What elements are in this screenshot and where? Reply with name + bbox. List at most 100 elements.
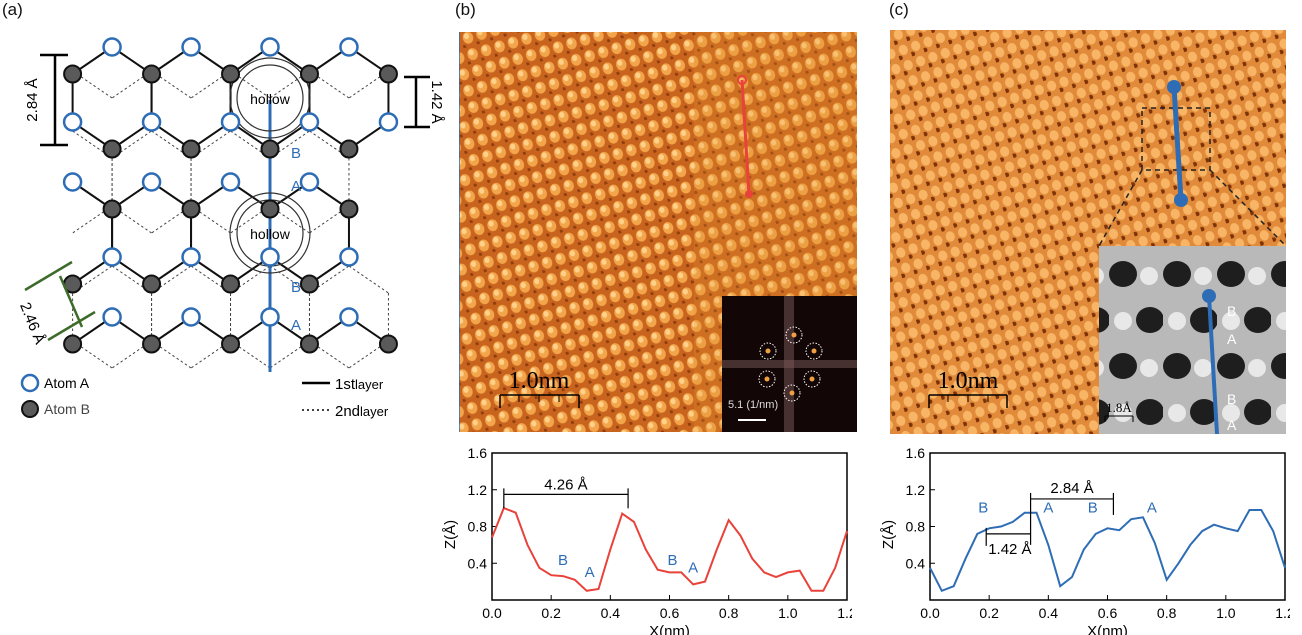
site-label-a: A	[291, 317, 301, 334]
dimension-142: 1.42 Å	[404, 75, 445, 129]
site-annotation: B	[667, 552, 677, 569]
atom-a	[181, 247, 201, 267]
stm-image-c: 1.8Å B A B A 1.0nm	[890, 30, 1286, 434]
scalebar-c-label: 1.0nm	[938, 368, 999, 394]
inset-site-label: A	[1227, 417, 1237, 433]
hollow-label: hollow	[250, 226, 291, 242]
atom-b	[221, 274, 241, 294]
atom-a	[339, 37, 359, 57]
svg-text:1stlayer: 1stlayer	[335, 376, 384, 393]
second-layer-bond	[348, 265, 389, 294]
atom-a	[181, 37, 201, 57]
atom-b-icon	[21, 400, 39, 418]
panel-label-b: (b)	[455, 0, 476, 19]
atom-b	[299, 64, 319, 84]
atom-a	[339, 247, 359, 267]
atom-a	[378, 112, 399, 132]
zoom-inset: 1.8Å B A B A	[1099, 246, 1286, 434]
y-tick-label: 0.4	[906, 555, 926, 571]
x-tick-label: 0.6	[660, 605, 680, 621]
x-axis-label: X(nm)	[649, 623, 690, 635]
atom-b	[299, 274, 319, 294]
atom-b	[102, 199, 122, 219]
atom-b	[221, 334, 241, 354]
atom-b	[142, 274, 162, 294]
hollow-label: hollow	[250, 91, 291, 107]
selection-box	[1141, 107, 1211, 171]
plot-frame	[929, 452, 1286, 601]
x-tick-label: 1.0	[1216, 605, 1236, 621]
site-annotation: A	[1043, 500, 1053, 517]
hollow-ring-inner	[236, 64, 304, 132]
legend-atom-a: Atom A	[44, 375, 90, 391]
site-label-b: B	[291, 279, 301, 296]
x-tick-label: 0.4	[1039, 605, 1059, 621]
atoms	[62, 37, 399, 354]
atom-a	[339, 307, 359, 327]
height-profile-chart-c: 0.0 0.2 0.4 0.6 0.8 1.0 1.2 0.4 0.8 1.2 1.6 X(nm) Z(…	[880, 445, 1290, 635]
site-label-b: B	[291, 145, 301, 162]
inset-scalebar: 1.8Å	[1104, 400, 1134, 422]
y-tick-label: 1.6	[906, 445, 926, 461]
bracket-top-label: 2.84 Å	[1050, 480, 1093, 497]
y-tick-label: 1.6	[468, 445, 488, 461]
scalebar-c: 1.0nm	[928, 368, 1008, 408]
atom-b	[181, 199, 201, 219]
stm-image-b: 1.0nm 5.1 (1/nm)	[459, 32, 857, 432]
site-annotation: A	[585, 564, 595, 581]
atom-b	[181, 139, 201, 159]
x-tick-label: 1.2	[1275, 605, 1290, 621]
legend-layer2-main: 2nd	[335, 403, 360, 420]
y-axis-label: Z(Å)	[442, 520, 459, 549]
lattice-legend: Atom A Atom B 1stlayer 2ndlayer	[20, 373, 389, 420]
graphite-lattice-diagram: hollow hollow B A B A 2.84 Å 1.42 Å 2.46…	[16, 37, 445, 420]
inset-site-label: A	[1227, 331, 1237, 347]
atom-a	[141, 112, 162, 132]
y-tick-label: 0.4	[468, 555, 488, 571]
dimension-246-label: 2.46 Å	[16, 300, 48, 347]
atom-b	[63, 64, 83, 84]
x-axis-label: X(nm)	[1087, 623, 1128, 635]
x-tick-label: 0.2	[541, 605, 561, 621]
atom-a	[260, 247, 280, 267]
hollow-ring-outer	[229, 57, 311, 139]
second-layer-bonds	[72, 70, 389, 369]
profile-line-end-marker	[745, 190, 753, 198]
scalebar-b: 1.0nm	[499, 368, 580, 408]
atom-a	[220, 112, 241, 132]
inset-scalebar-label: 1.8Å	[1106, 400, 1132, 415]
svg-text:2ndlayer: 2ndlayer	[335, 403, 389, 420]
profile-line-end-marker	[1174, 193, 1188, 207]
dimension-284: 2.84 Å	[24, 53, 68, 147]
atom-b	[339, 199, 359, 219]
atom-b	[260, 139, 280, 159]
y-tick-label: 0.8	[468, 519, 488, 535]
atom-b	[378, 64, 398, 84]
y-tick-label: 0.8	[906, 519, 926, 535]
profile-line-start-marker	[1167, 80, 1181, 94]
hollow-ring-outer	[229, 192, 311, 274]
atom-a	[181, 307, 201, 327]
inset-profile-line	[1207, 295, 1219, 434]
bracket-bottom-label: 1.42 Å	[988, 541, 1031, 558]
panel-label-c: (c)	[889, 0, 909, 19]
y-tick-label: 1.2	[468, 482, 488, 498]
panel-label-a: (a)	[2, 0, 23, 19]
profile-series-line	[929, 509, 1286, 593]
atom-b	[339, 139, 359, 159]
atom-b	[221, 64, 241, 84]
atom-a	[62, 172, 83, 192]
inset-site-label: B	[1227, 303, 1236, 319]
x-tick-label: 0.6	[1098, 605, 1118, 621]
y-axis-label: Z(Å)	[880, 520, 897, 549]
site-annotation: B	[1088, 500, 1098, 517]
atom-b	[299, 334, 319, 354]
legend-atom-b: Atom B	[44, 401, 90, 417]
x-tick-label: 1.0	[778, 605, 798, 621]
dimension-246: 2.46 Å	[16, 260, 96, 347]
inset-site-label: B	[1227, 391, 1236, 407]
atom-a	[260, 307, 280, 327]
atom-a	[62, 112, 83, 132]
y-tick-label: 1.2	[906, 482, 926, 498]
x-tick-label: 0.2	[979, 605, 999, 621]
